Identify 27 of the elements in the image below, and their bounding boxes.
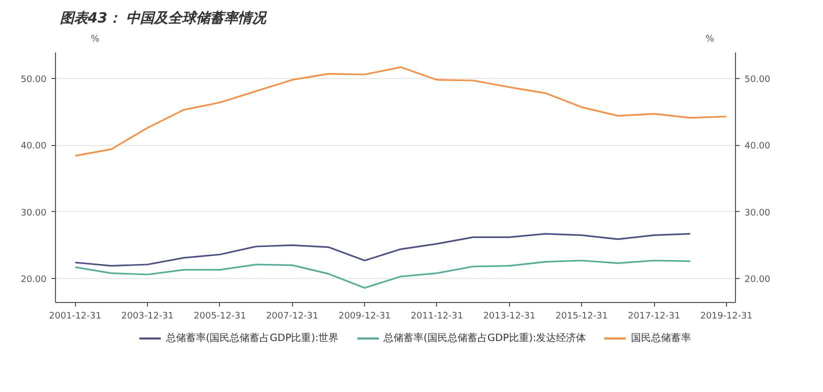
y-axis-title: % [90, 34, 100, 44]
y2-tick-label: 20.00 [744, 275, 771, 285]
legend-label: 国民总储蓄率 [631, 332, 692, 345]
line-series [74, 66, 728, 157]
y-tick-label: 40.00 [20, 142, 47, 152]
y2-axis-title: % [706, 34, 715, 44]
x-tick-label: 2003-12-31 [121, 312, 174, 322]
y-tick-label: 30.00 [20, 208, 47, 218]
y2-tick-label: 50.00 [744, 75, 771, 85]
x-tick-label: 2007-12-31 [266, 312, 318, 322]
legend-label: 总储蓄率(国民总储蓄占GDP比重):世界 [166, 332, 338, 345]
y-tick-label: 20.00 [20, 275, 47, 285]
x-tick-label: 2005-12-31 [194, 312, 246, 322]
line-series [74, 233, 692, 267]
x-tick-label: 2019-12-31 [700, 312, 753, 322]
x-tick-label: 2015-12-31 [556, 312, 608, 322]
y-tick-label: 50.00 [20, 75, 47, 85]
legend-label: 总储蓄率(国民总储蓄占GDP比重):发达经济体 [384, 332, 586, 345]
chart-title: 图表43： 中国及全球储蓄率情况 [60, 10, 268, 26]
y2-tick-label: 30.00 [744, 208, 771, 218]
y2-tick-label: 40.00 [744, 142, 771, 152]
x-tick-label: 2009-12-31 [338, 312, 391, 322]
x-tick-label: 2001-12-31 [49, 312, 102, 322]
x-tick-label: 2013-12-31 [483, 312, 536, 322]
x-tick-label: 2017-12-31 [628, 312, 680, 322]
x-tick-label: 2011-12-31 [410, 312, 464, 322]
line-series [74, 260, 692, 289]
